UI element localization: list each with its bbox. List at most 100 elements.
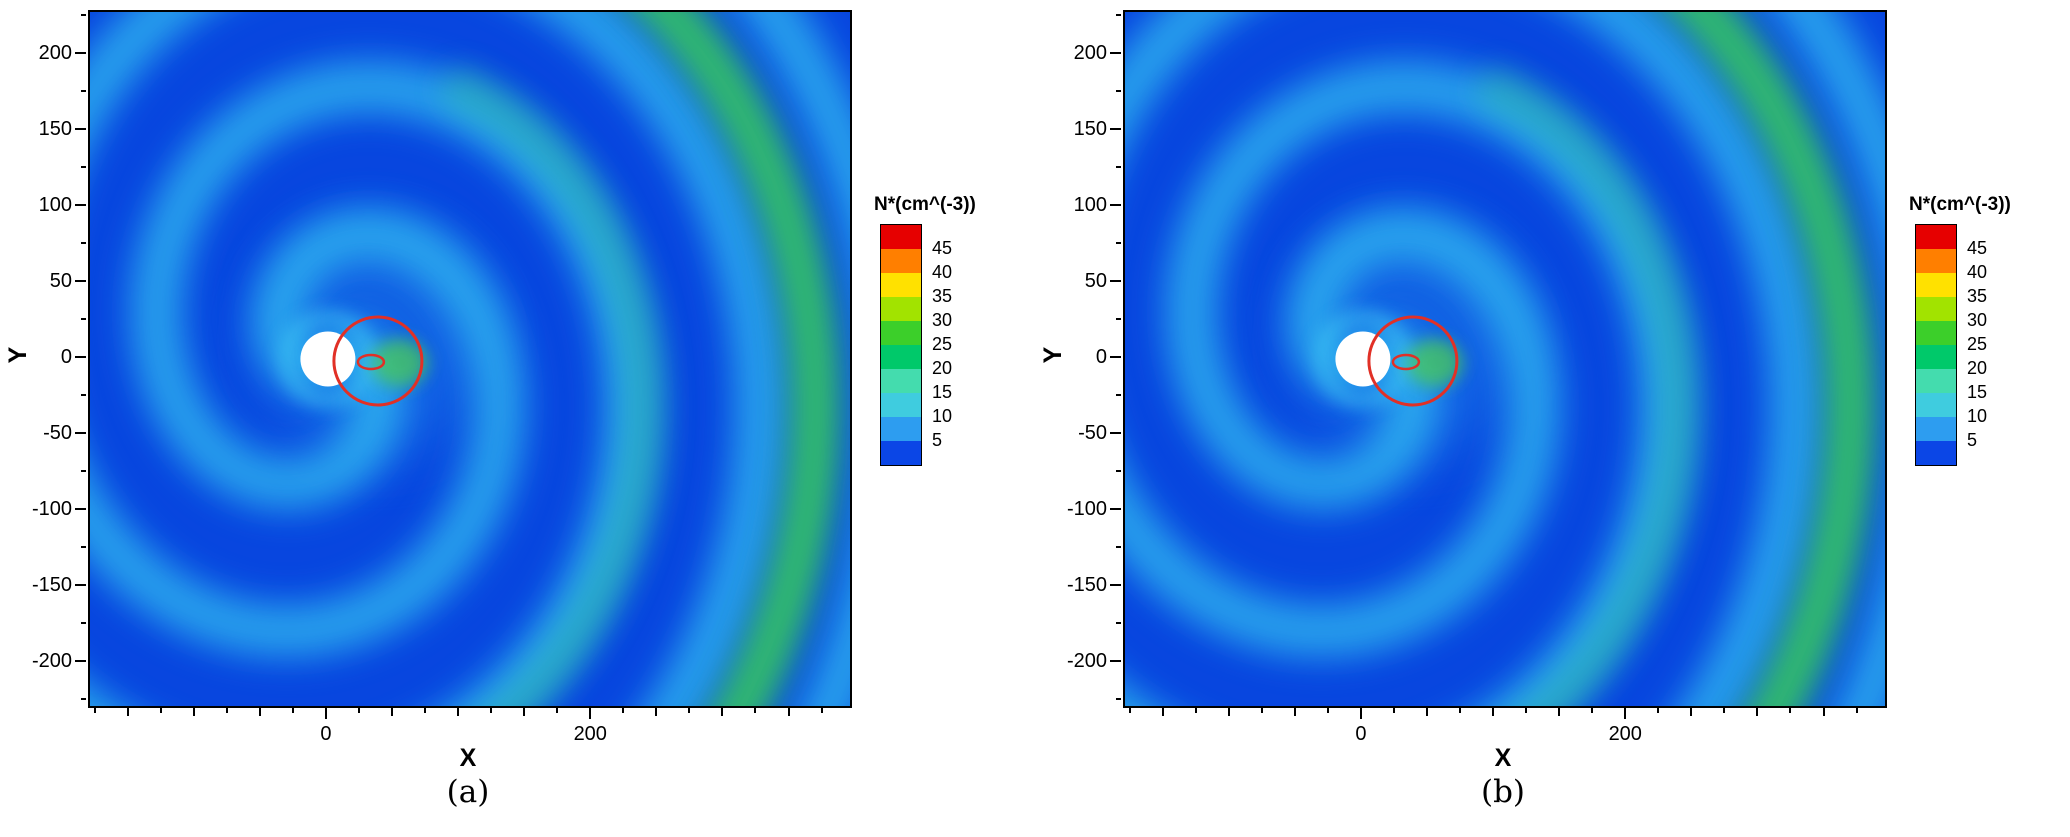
x-tick — [1359, 708, 1362, 719]
y-tick — [81, 698, 86, 701]
colorbar-tick-label: 10 — [1967, 406, 1988, 426]
colorbar-title: N*(cm^(-3)) — [874, 194, 976, 215]
x-tick — [1260, 708, 1263, 713]
y-tick-label: 50 — [1084, 269, 1107, 292]
x-tick — [357, 708, 360, 713]
x-tick — [1789, 708, 1792, 713]
y-tick-label: -100 — [1066, 498, 1107, 521]
sun-marker — [300, 331, 356, 387]
x-tick — [391, 708, 393, 716]
panel-caption: (a) — [446, 774, 490, 810]
x-tick — [721, 708, 724, 716]
x-tick — [1558, 708, 1561, 716]
colorbar-cell — [1916, 249, 1956, 273]
y-tick-label: 100 — [38, 193, 72, 216]
panel-b: Y 0 200 200 150 100 50 0 -50 -100 -150 -200 X N*(c… — [1035, 0, 2070, 837]
y-tick — [75, 279, 86, 282]
spiral-arm — [1125, 12, 1885, 706]
x-tick — [457, 708, 460, 716]
x-tick — [787, 708, 790, 716]
y-tick — [1110, 203, 1121, 206]
x-tick — [1525, 708, 1528, 713]
red-contour-inner — [1391, 353, 1421, 371]
colorbar-cell — [881, 249, 921, 273]
colorbar: N*(cm^(-3)) 45 40 35 30 25 20 15 10 5 — [1909, 194, 2070, 484]
colorbar-cell — [881, 321, 921, 345]
x-tick — [523, 708, 526, 716]
x-tick — [1161, 708, 1164, 716]
y-tick — [81, 13, 86, 16]
y-tick — [1110, 51, 1121, 54]
colorbar-labels: 45 40 35 30 25 20 15 10 5 — [932, 224, 976, 468]
y-tick — [1116, 470, 1121, 473]
x-tick — [192, 708, 195, 716]
y-tick — [81, 317, 86, 320]
y-tick — [1110, 356, 1121, 358]
density-plot-svg — [1125, 12, 1885, 706]
green-arc-mid — [1477, 67, 1702, 706]
x-tick — [1194, 708, 1197, 713]
y-tick — [75, 356, 86, 358]
x-tick — [490, 708, 493, 713]
y-tick — [1110, 508, 1121, 511]
colorbar-cell — [881, 369, 921, 393]
spiral-arm — [90, 12, 783, 706]
x-tick — [688, 708, 691, 713]
y-tick — [75, 508, 86, 511]
x-tick — [225, 708, 228, 713]
colorbar-tick-label: 20 — [1967, 358, 1988, 378]
x-tick — [754, 708, 757, 713]
x-tick — [1657, 708, 1660, 713]
y-tick — [1116, 394, 1121, 397]
x-tick — [126, 708, 129, 716]
colorbar-cell — [881, 345, 921, 369]
y-tick — [75, 51, 86, 54]
y-tick — [75, 584, 86, 587]
y-tick — [75, 203, 86, 206]
y-tick — [1116, 698, 1121, 701]
x-tick — [1293, 708, 1296, 716]
y-tick — [1116, 241, 1121, 244]
spiral-arm — [90, 12, 850, 706]
spiral-arm — [1125, 12, 1818, 706]
colorbar-tick-label: 15 — [932, 382, 953, 402]
y-tick — [1116, 622, 1121, 625]
colorbar-labels: 45 40 35 30 25 20 15 10 5 — [1967, 224, 2011, 468]
colorbar-tick-label: 40 — [932, 262, 953, 282]
x-tick-label: 200 — [573, 723, 607, 745]
colorbar-cell — [881, 441, 921, 465]
colorbar-cell — [881, 297, 921, 321]
colorbar-tick-label: 25 — [1967, 334, 1988, 354]
y-tick-label: 150 — [38, 117, 72, 140]
y-tick — [81, 394, 86, 397]
colorbar-tick-label: 35 — [1967, 286, 1988, 306]
density-blob — [1406, 339, 1463, 387]
colorbar-cell — [881, 417, 921, 441]
y-tick-label: -200 — [1066, 650, 1107, 673]
y-tick-label: 150 — [1073, 117, 1107, 140]
colorbar-cell — [1916, 297, 1956, 321]
y-tick — [1110, 432, 1121, 435]
colorbar-tick-label: 15 — [1967, 382, 1988, 402]
x-tick — [1591, 708, 1594, 713]
colorbar-cell — [1916, 393, 1956, 417]
y-tick — [81, 546, 86, 549]
colorbar-cell — [1916, 369, 1956, 393]
colorbar-cell — [1916, 321, 1956, 345]
colorbar-tick-label: 5 — [932, 430, 943, 450]
y-axis-label: Y — [4, 346, 32, 364]
y-tick — [1110, 584, 1121, 587]
y-tick — [1116, 317, 1121, 320]
colorbar: N*(cm^(-3)) 45 40 35 30 25 20 15 10 5 — [874, 194, 1049, 484]
y-tick-label: 100 — [1073, 193, 1107, 216]
colorbar-cell — [881, 393, 921, 417]
near-sun-ring — [278, 310, 377, 408]
x-axis-label: X — [459, 744, 477, 772]
y-tick — [81, 89, 86, 92]
x-tick — [622, 708, 625, 713]
y-tick — [1116, 13, 1121, 16]
colorbar-tick-label: 5 — [1967, 430, 1978, 450]
y-tick — [81, 241, 86, 244]
colorbar-body: 45 40 35 30 25 20 15 10 5 — [1909, 224, 2070, 484]
y-tick — [1116, 165, 1121, 168]
